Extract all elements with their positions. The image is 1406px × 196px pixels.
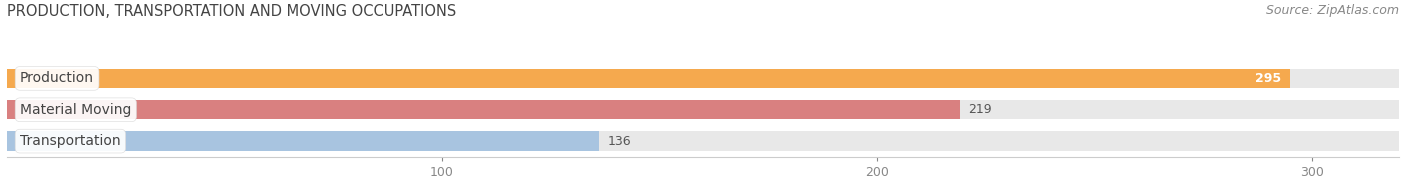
- Bar: [7, 69, 1399, 88]
- Text: Transportation: Transportation: [20, 134, 121, 148]
- Bar: [7, 100, 1399, 120]
- Bar: [7, 69, 1291, 88]
- Text: Material Moving: Material Moving: [20, 103, 131, 117]
- Text: 136: 136: [607, 135, 631, 148]
- Bar: [7, 131, 1399, 151]
- Text: 295: 295: [1256, 72, 1281, 85]
- Text: Production: Production: [20, 71, 94, 85]
- Bar: [7, 131, 599, 151]
- Text: Source: ZipAtlas.com: Source: ZipAtlas.com: [1265, 4, 1399, 17]
- Text: 219: 219: [969, 103, 993, 116]
- Text: PRODUCTION, TRANSPORTATION AND MOVING OCCUPATIONS: PRODUCTION, TRANSPORTATION AND MOVING OC…: [7, 4, 457, 19]
- Bar: [7, 100, 960, 120]
